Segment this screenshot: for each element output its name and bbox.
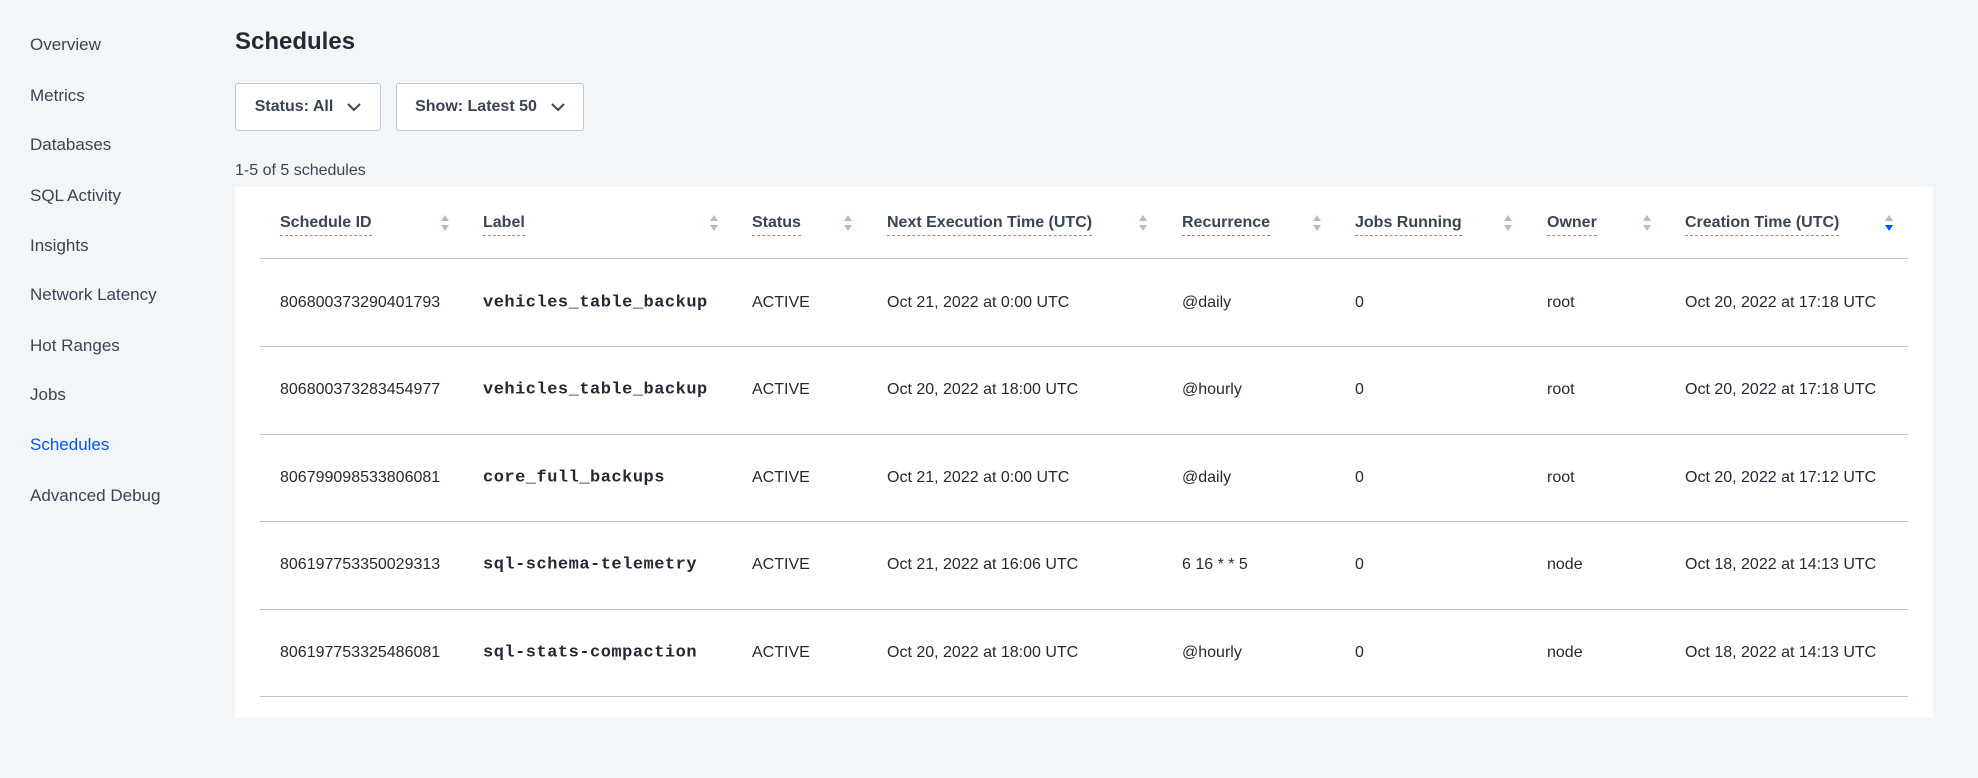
cell-schedule-id: 806800373283454977 bbox=[280, 381, 441, 399]
cell-schedule-id: 806800373290401793 bbox=[280, 293, 441, 311]
show-filter-label: Show: Latest 50 bbox=[415, 98, 537, 115]
result-count: 1-5 of 5 schedules bbox=[235, 162, 366, 179]
status-filter-label: Status: All bbox=[254, 98, 334, 115]
show-filter-dropdown[interactable]: Show: Latest 50 bbox=[396, 83, 584, 131]
sidebar-item-schedules[interactable]: Schedules bbox=[30, 435, 110, 454]
status-filter-dropdown[interactable]: Status: All bbox=[235, 83, 381, 131]
cell-schedule-id: 806197753325486081 bbox=[280, 643, 441, 661]
sidebar-item-insights[interactable]: Insights bbox=[30, 236, 89, 255]
sort-icon[interactable] bbox=[1312, 214, 1322, 232]
sidebar-item-advanced-debug[interactable]: Advanced Debug bbox=[30, 486, 161, 505]
column-header-owner[interactable]: Owner bbox=[1547, 214, 1597, 236]
cell-jobs-running: 0 bbox=[1355, 468, 1364, 486]
cell-owner: root bbox=[1547, 293, 1575, 311]
cell-status: ACTIVE bbox=[752, 468, 810, 486]
sort-icon[interactable] bbox=[440, 214, 450, 232]
table-header: Schedule ID Label Status Next Execution Tim… bbox=[260, 187, 1908, 259]
column-header-creation-time-utc[interactable]: Creation Time (UTC) bbox=[1685, 214, 1840, 236]
cell-jobs-running: 0 bbox=[1355, 381, 1364, 399]
sort-icon[interactable] bbox=[843, 214, 853, 232]
cell-owner: node bbox=[1547, 556, 1583, 574]
column-header-recurrence[interactable]: Recurrence bbox=[1182, 214, 1271, 236]
cell-status: ACTIVE bbox=[752, 643, 810, 661]
cell-label[interactable]: core_full_backups bbox=[483, 468, 665, 488]
cell-label[interactable]: sql-schema-telemetry bbox=[483, 555, 698, 575]
sidebar-item-hot-ranges[interactable]: Hot Ranges bbox=[30, 336, 120, 355]
schedules-table: Schedule ID Label Status Next Execution Tim… bbox=[235, 187, 1933, 718]
column-header-status[interactable]: Status bbox=[752, 214, 801, 236]
table-row: 806197753350029313 sql-schema-telemetry AC… bbox=[260, 522, 1908, 610]
column-header-label[interactable]: Label bbox=[483, 214, 525, 236]
cell-schedule-id: 806799098533806081 bbox=[280, 468, 441, 486]
cell-jobs-running: 0 bbox=[1355, 643, 1364, 661]
cell-next-execution-time: Oct 21, 2022 at 0:00 UTC bbox=[887, 293, 1070, 311]
cell-owner: root bbox=[1547, 381, 1575, 399]
page-title: Schedules bbox=[235, 28, 356, 55]
sidebar-item-metrics[interactable]: Metrics bbox=[30, 86, 85, 105]
chevron-down-icon bbox=[347, 103, 361, 112]
cell-jobs-running: 0 bbox=[1355, 293, 1364, 311]
sort-icon[interactable] bbox=[1138, 214, 1148, 232]
sidebar-item-jobs[interactable]: Jobs bbox=[30, 385, 66, 404]
sidebar-item-overview[interactable]: Overview bbox=[30, 35, 101, 54]
cell-next-execution-time: Oct 21, 2022 at 0:00 UTC bbox=[887, 468, 1070, 486]
cell-recurrence: @hourly bbox=[1182, 381, 1242, 399]
cell-label[interactable]: vehicles_table_backup bbox=[483, 293, 708, 312]
sort-icon[interactable] bbox=[1503, 214, 1513, 232]
table-row: 806197753325486081 sql-stats-compaction AC… bbox=[260, 609, 1908, 698]
chevron-down-icon bbox=[551, 103, 565, 112]
cell-status: ACTIVE bbox=[752, 381, 810, 399]
cell-owner: node bbox=[1547, 643, 1583, 661]
column-header-next-execution-time-utc[interactable]: Next Execution Time (UTC) bbox=[887, 214, 1093, 236]
cell-next-execution-time: Oct 20, 2022 at 18:00 UTC bbox=[887, 643, 1079, 661]
table-row: 806800373290401793 vehicles_table_backup A… bbox=[260, 259, 1908, 347]
sidebar-item-databases[interactable]: Databases bbox=[30, 135, 112, 154]
column-header-schedule-id[interactable]: Schedule ID bbox=[280, 214, 372, 236]
cell-schedule-id: 806197753350029313 bbox=[280, 556, 441, 574]
column-header-jobs-running[interactable]: Jobs Running bbox=[1355, 214, 1462, 236]
cell-creation-time: Oct 18, 2022 at 14:13 UTC bbox=[1685, 643, 1877, 661]
sort-icon[interactable] bbox=[1642, 214, 1652, 232]
cell-owner: root bbox=[1547, 468, 1575, 486]
sidebar-item-network-latency[interactable]: Network Latency bbox=[30, 285, 157, 304]
cell-label[interactable]: sql-stats-compaction bbox=[483, 643, 698, 663]
cell-next-execution-time: Oct 21, 2022 at 16:06 UTC bbox=[887, 556, 1079, 574]
cell-recurrence: 6 16 * * 5 bbox=[1182, 556, 1248, 574]
cell-recurrence: @daily bbox=[1182, 468, 1232, 486]
cell-status: ACTIVE bbox=[752, 556, 810, 574]
table-row: 806800373283454977 vehicles_table_backup A… bbox=[260, 347, 1908, 435]
cell-recurrence: @hourly bbox=[1182, 643, 1242, 661]
cell-next-execution-time: Oct 20, 2022 at 18:00 UTC bbox=[887, 381, 1079, 399]
sidebar-item-sql-activity[interactable]: SQL Activity bbox=[30, 186, 122, 205]
table-row: 806799098533806081 core_full_backups ACTIV… bbox=[260, 434, 1908, 523]
cell-creation-time: Oct 20, 2022 at 17:18 UTC bbox=[1685, 293, 1877, 311]
cell-creation-time: Oct 18, 2022 at 14:13 UTC bbox=[1685, 556, 1877, 574]
cell-creation-time: Oct 20, 2022 at 17:18 UTC bbox=[1685, 381, 1877, 399]
sort-icon[interactable] bbox=[1884, 214, 1894, 232]
sort-icon[interactable] bbox=[709, 214, 719, 232]
cell-recurrence: @daily bbox=[1182, 293, 1232, 311]
cell-label[interactable]: vehicles_table_backup bbox=[483, 380, 708, 400]
cell-jobs-running: 0 bbox=[1355, 556, 1364, 574]
cell-status: ACTIVE bbox=[752, 293, 810, 311]
cell-creation-time: Oct 20, 2022 at 17:12 UTC bbox=[1685, 468, 1877, 486]
